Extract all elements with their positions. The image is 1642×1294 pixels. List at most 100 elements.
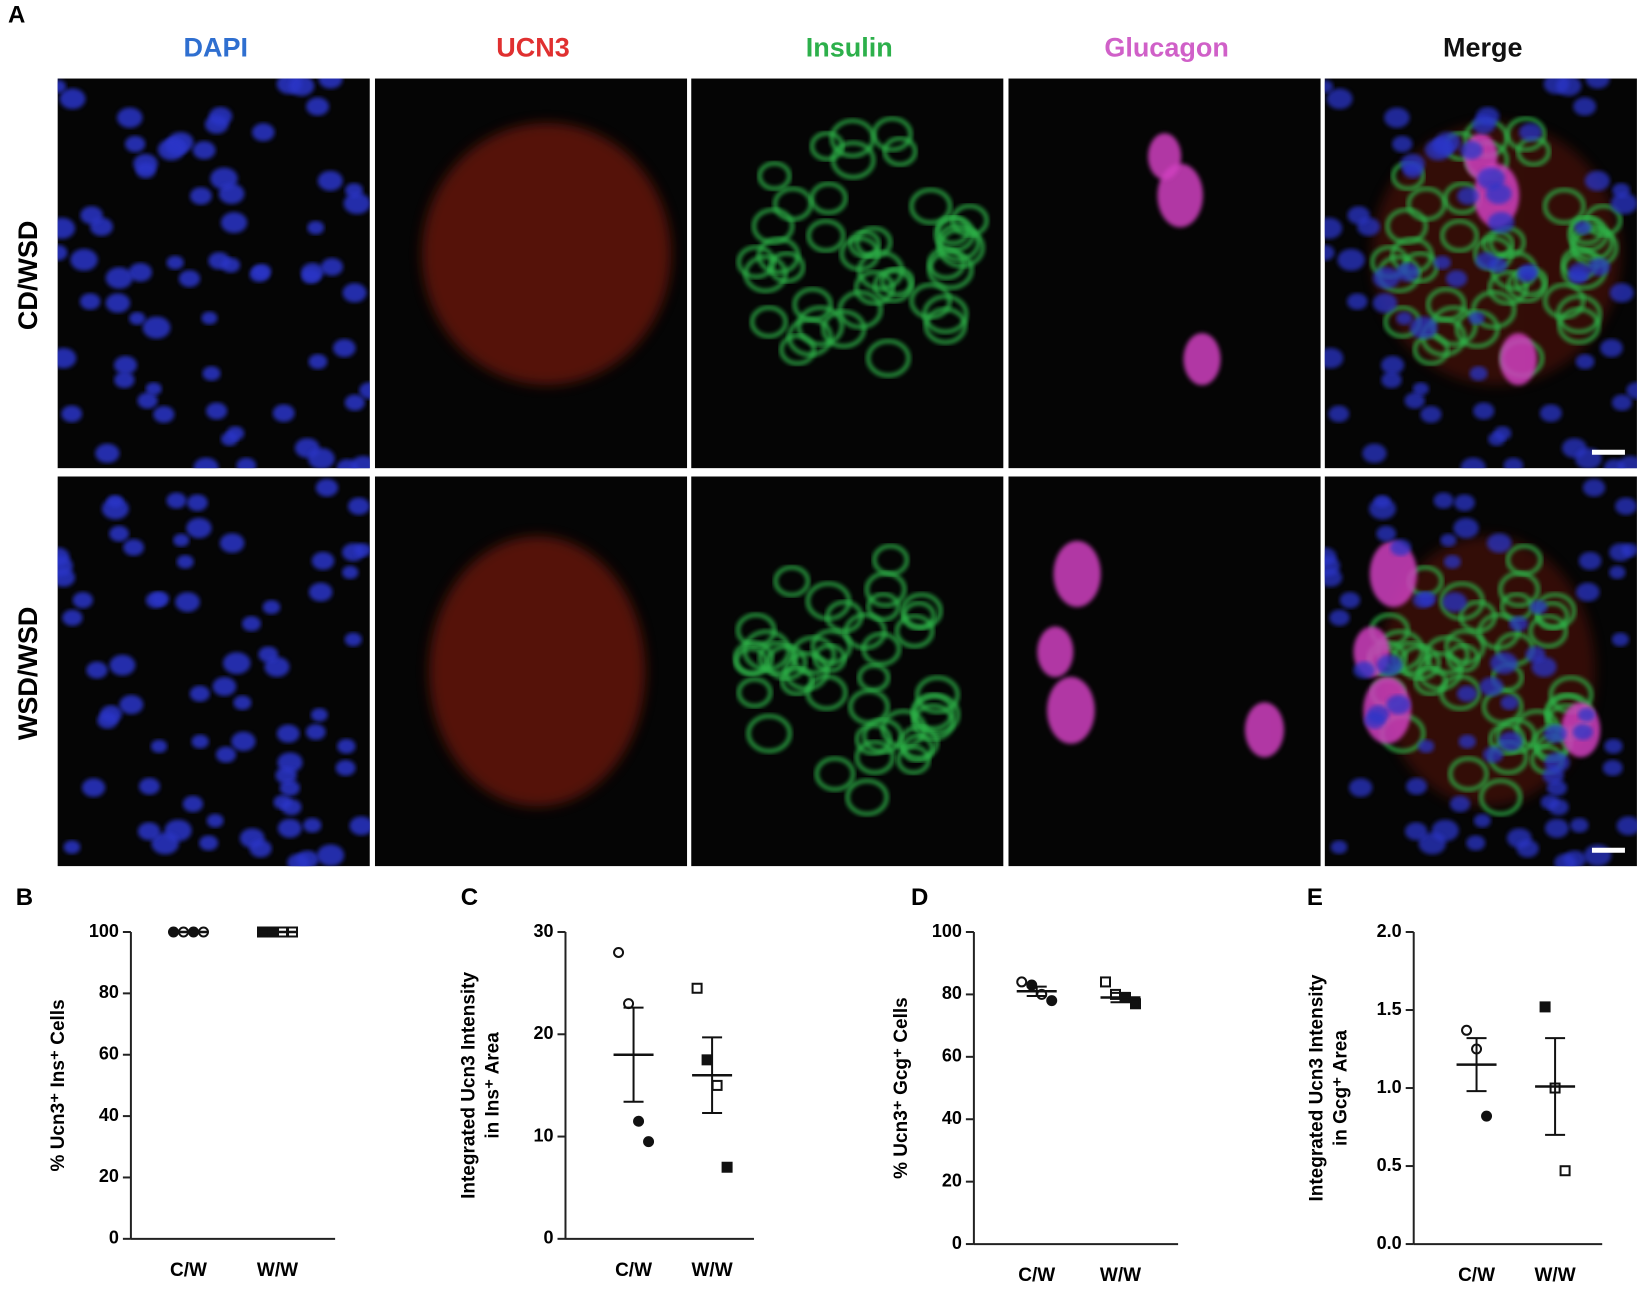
nucleus (1529, 600, 1548, 615)
insulin-cell (796, 305, 844, 347)
insulin-cell (736, 245, 776, 279)
nucleus (1466, 835, 1486, 851)
nucleus (317, 170, 343, 191)
insulin-cell (1556, 294, 1602, 334)
insulin-cell (848, 689, 890, 725)
nucleus (1324, 79, 1334, 94)
x-tick-label: W/W (1100, 1265, 1141, 1286)
nucleus (1395, 262, 1420, 282)
insulin-cell (792, 287, 833, 322)
nucleus (81, 778, 106, 797)
nucleus (344, 632, 362, 647)
insulin-cell (805, 674, 848, 711)
data-point (1539, 1001, 1551, 1013)
nucleus (153, 405, 175, 423)
data-point (1461, 1024, 1473, 1036)
nucleus (57, 244, 68, 261)
y-tick-label: 100 (89, 921, 119, 941)
row-label: CD/WSD (13, 221, 43, 331)
nucleus (1556, 78, 1582, 96)
insulin-cell (845, 778, 889, 816)
nucleus (252, 263, 272, 279)
data-point (613, 946, 625, 958)
insulin-cell (1439, 581, 1485, 621)
nucleus (1362, 443, 1387, 464)
data-point (643, 1136, 655, 1148)
nucleus (1610, 192, 1637, 215)
nucleus (1406, 777, 1428, 795)
nucleus (1572, 724, 1593, 740)
y-tick-label: 0.5 (1377, 1155, 1402, 1175)
glucagon-cell (1047, 676, 1095, 744)
data-point (1046, 995, 1058, 1007)
y-tick-label: 0 (543, 1228, 553, 1248)
nucleus (137, 392, 158, 409)
nucleus (345, 183, 364, 198)
nucleus (70, 248, 98, 271)
nucleus (1626, 382, 1637, 400)
insulin-cell (810, 628, 852, 665)
nucleus (176, 554, 194, 569)
nucleus (193, 457, 219, 469)
y-tick-label: 20 (942, 1170, 962, 1190)
glucagon-cell (1147, 133, 1182, 180)
nucleus (1543, 724, 1567, 743)
nucleus (1376, 525, 1397, 542)
nucleus (1384, 107, 1410, 128)
nucleus (350, 455, 370, 469)
nucleus (138, 777, 161, 795)
insulin-cell (1481, 689, 1524, 725)
panel-letter: B (16, 884, 33, 911)
nucleus (1324, 244, 1335, 261)
nucleus (249, 839, 272, 858)
insulin-cell (882, 136, 918, 167)
nucleus (1339, 592, 1361, 609)
column-header: Glucagon (1104, 32, 1229, 62)
insulin-cell (751, 207, 795, 245)
data-point (711, 1079, 723, 1091)
nucleus (1337, 248, 1365, 271)
nucleus (137, 822, 161, 841)
nucleus (307, 220, 325, 235)
glucagon-cell (1037, 626, 1074, 678)
nucleus (1600, 338, 1623, 358)
nucleus (1374, 494, 1391, 508)
nucleus (1609, 565, 1626, 580)
nucleus (206, 402, 228, 420)
y-axis-label: in Gcg⁺ Area (1331, 1030, 1352, 1146)
nucleus (359, 382, 370, 400)
insulin-cell (743, 254, 788, 293)
nucleus (1575, 582, 1600, 602)
insulin-cell (735, 612, 777, 648)
insulin-cell (757, 161, 792, 191)
nucleus (1433, 255, 1451, 270)
nucleus (128, 262, 153, 282)
nucleus (1433, 492, 1454, 509)
nucleus (166, 255, 184, 270)
nucleus (1330, 840, 1348, 854)
x-tick-label: W/W (1535, 1265, 1576, 1286)
nucleus (241, 616, 261, 632)
insulin-cell (765, 644, 808, 681)
nucleus (1525, 646, 1546, 663)
nucleus (1500, 695, 1519, 710)
nucleus (105, 293, 131, 313)
nucleus (221, 257, 241, 273)
nucleus (1582, 478, 1606, 497)
nucleus (317, 844, 345, 867)
y-axis-label: % Ucn3⁺ Ins⁺ Cells (48, 999, 69, 1171)
nucleus (349, 816, 370, 836)
micrograph-bg (57, 476, 370, 867)
y-tick-label: 0.0 (1377, 1233, 1402, 1253)
nucleus (258, 646, 279, 663)
y-axis-label: % Ucn3⁺ Gcg⁺ Cells (891, 997, 912, 1179)
insulin-cell (1584, 203, 1623, 237)
insulin-cell (806, 219, 846, 253)
nucleus (1584, 170, 1610, 191)
nucleus (1544, 818, 1569, 838)
data-point (721, 1161, 733, 1173)
nucleus (1454, 494, 1475, 512)
insulin-cell (854, 723, 892, 756)
nucleus (341, 565, 359, 580)
nucleus (1573, 97, 1597, 116)
